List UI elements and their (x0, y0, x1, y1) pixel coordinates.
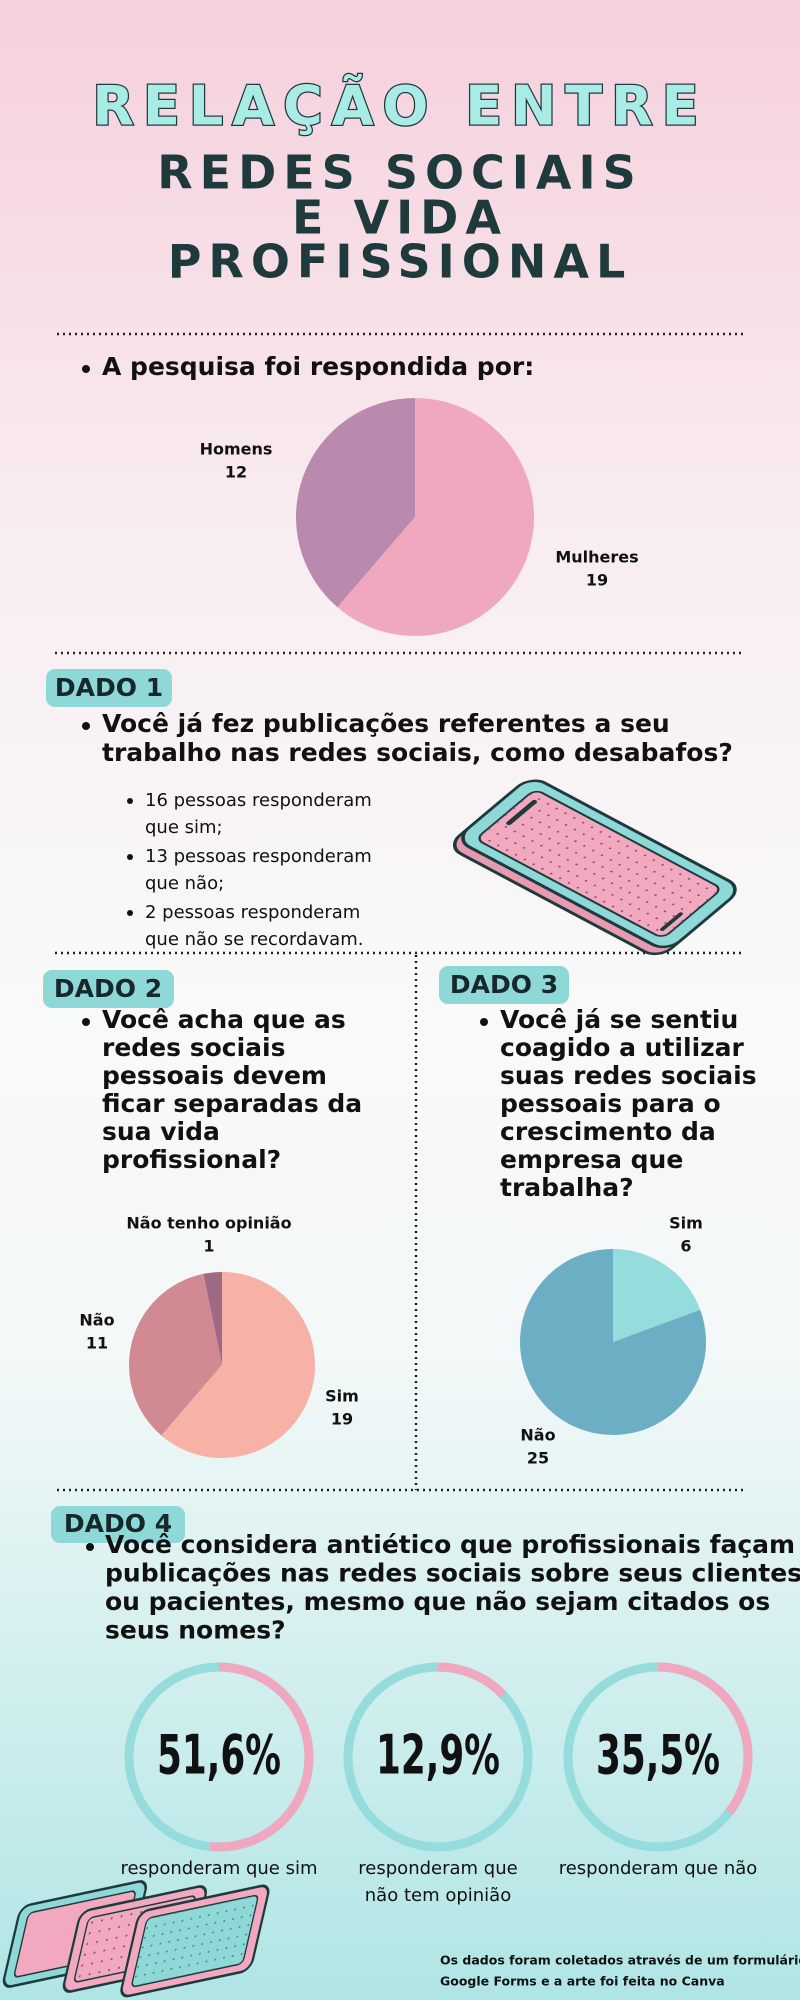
donut-arc (657, 1662, 753, 1815)
question: publicações nas redes sociais sobre seus… (105, 1559, 800, 1588)
title: E VIDA (292, 191, 508, 245)
bullet (127, 910, 133, 916)
slice-label: Sim (325, 1387, 359, 1406)
answer: 2 pessoas responderam (145, 902, 360, 923)
bullet (82, 1018, 90, 1026)
question: seus nomes? (105, 1616, 286, 1645)
title: RELAÇÃO ENTRE (92, 75, 707, 138)
badge (51, 1506, 185, 1543)
slice-label: Sim (669, 1214, 703, 1233)
question: Você acha que as (102, 1005, 346, 1034)
slice-value: 25 (527, 1449, 549, 1468)
heading: A pesquisa foi respondida por: (102, 352, 534, 381)
slice-label: Não tenho opinião (126, 1214, 291, 1233)
donut-label: 12,9% (376, 1724, 500, 1787)
bullet (480, 1018, 488, 1026)
question: profissional? (102, 1145, 281, 1174)
question: Você já fez publicações referentes a seu (102, 709, 670, 738)
tablet-illustration (2, 1880, 270, 1998)
question: Você já se sentiu (500, 1005, 738, 1034)
bullet (127, 854, 133, 860)
donut-label: 51,6% (157, 1724, 281, 1787)
footer-text: Os dados foram coletados através de um f… (440, 1953, 800, 1968)
question: trabalho nas redes sociais, como desabaf… (102, 738, 733, 767)
slice-value: 11 (86, 1334, 108, 1353)
question: ficar separadas da (102, 1089, 362, 1118)
donut-arc (209, 1662, 314, 1852)
answer: 13 pessoas responderam (145, 846, 372, 867)
question: crescimento da (500, 1117, 716, 1146)
title: REDES SOCIAIS (157, 146, 643, 200)
question: ou pacientes, mesmo que não sejam citado… (105, 1587, 770, 1616)
badge (43, 970, 174, 1008)
donut-caption: responderam que sim (120, 1858, 317, 1879)
bullet (82, 722, 90, 730)
answer: que não se recordavam. (145, 929, 363, 950)
slice-value: 6 (680, 1237, 691, 1256)
question: pessoais devem (102, 1061, 327, 1090)
donut-caption: responderam que não (559, 1858, 758, 1879)
badge (46, 669, 172, 707)
donut-caption: responderam que (358, 1858, 517, 1879)
question: redes sociais (102, 1033, 285, 1062)
question: pessoais para o (500, 1089, 721, 1118)
donut-arc (437, 1662, 507, 1699)
question: Você considera antiético que profissiona… (105, 1530, 795, 1559)
badge-label: DADO 4 (64, 1509, 172, 1538)
donut-label: 35,5% (596, 1724, 720, 1787)
slice-label: Não (79, 1311, 114, 1330)
slice-label: Mulheres (555, 548, 638, 567)
pie-slice (203, 1272, 222, 1365)
question: empresa que (500, 1145, 683, 1174)
answer: 16 pessoas responderam (145, 790, 372, 811)
question: suas redes sociais (500, 1061, 757, 1090)
slice-value: 12 (225, 463, 247, 482)
pie-slice (337, 398, 534, 636)
bullet (127, 798, 133, 804)
slice-value: 1 (203, 1237, 214, 1256)
badge-label: DADO 2 (54, 974, 162, 1003)
donut-caption: não tem opinião (365, 1885, 511, 1906)
badge-label: DADO 1 (55, 673, 163, 702)
question: coagido a utilizar (500, 1033, 745, 1062)
slice-label: Homens (200, 440, 273, 459)
pie-slice (161, 1272, 316, 1458)
bullet (86, 1543, 94, 1551)
title: PROFISSIONAL (168, 235, 633, 289)
question: trabalha? (500, 1173, 634, 1202)
answer: que sim; (145, 817, 223, 838)
pie-slice (520, 1249, 707, 1435)
pie-slice (613, 1249, 701, 1342)
answer: que não; (145, 873, 224, 894)
slice-label: Não (520, 1426, 555, 1445)
badge-label: DADO 3 (450, 970, 558, 999)
question: sua vida (102, 1117, 220, 1146)
footer-text: Google Forms e a arte foi feita no Canva (440, 1974, 725, 1989)
bullet (82, 365, 90, 373)
pie-slice (129, 1273, 222, 1436)
pie-slice (295, 398, 415, 608)
slice-value: 19 (331, 1410, 353, 1429)
badge (439, 966, 569, 1004)
phone-illustration (452, 779, 737, 956)
slice-value: 19 (586, 571, 608, 590)
